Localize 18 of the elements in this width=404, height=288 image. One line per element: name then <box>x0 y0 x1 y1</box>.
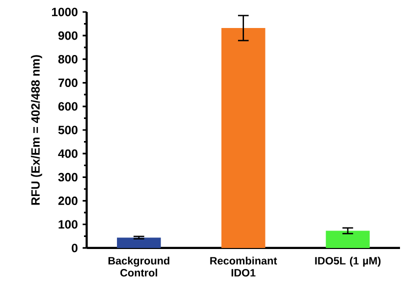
y-tick-label: 400 <box>58 149 78 158</box>
y-tick-label: 600 <box>58 102 78 111</box>
y-axis-title: RFU (Ex/Em = 402/488 nm) <box>30 55 42 205</box>
bar <box>326 230 370 248</box>
y-tick-label: 300 <box>58 172 78 182</box>
y-tick-label: 700 <box>58 78 78 88</box>
y-tick-label: 200 <box>58 196 78 206</box>
y-tick-label: 900 <box>58 31 78 40</box>
x-tick-label: IDO5L (1 µM) <box>315 256 381 267</box>
y-tick-label: 500 <box>58 126 78 134</box>
x-tick-label: Background Control <box>108 256 170 277</box>
y-tick-label: 0 <box>72 244 78 252</box>
x-tick-label: Recombinant IDO1 <box>210 256 277 277</box>
bar <box>221 28 266 248</box>
y-tick-label: 100 <box>58 220 78 229</box>
y-tick-label: 1000 <box>52 8 78 16</box>
y-tick-label: 800 <box>58 54 78 64</box>
bar <box>116 238 161 248</box>
